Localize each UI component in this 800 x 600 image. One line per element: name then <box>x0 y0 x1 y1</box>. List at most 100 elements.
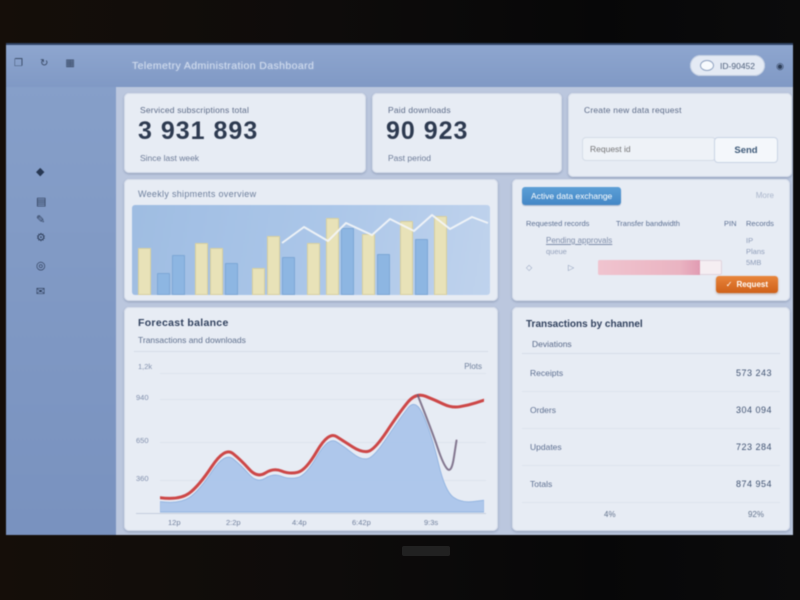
y-axis-tick: 650 <box>136 436 149 445</box>
bar <box>138 248 151 295</box>
badge-icon <box>700 60 715 71</box>
stat-card-subtext: Since last week <box>140 153 200 163</box>
stat-card-label: Paid downloads <box>388 105 451 115</box>
y-axis-top-tick: 1,2k <box>138 362 153 371</box>
transactions-title: Transactions by channel <box>526 319 643 330</box>
x-axis-tick: 4:4p <box>292 518 307 527</box>
table-row: Receipts 573 243 <box>522 355 780 392</box>
row-label: Receipts <box>530 368 564 378</box>
bar <box>341 228 354 295</box>
bar <box>307 242 320 295</box>
bar <box>267 235 280 295</box>
bar <box>326 217 339 295</box>
bar <box>282 257 295 295</box>
row-value: 874 954 <box>735 479 772 489</box>
transactions-table: Receipts 573 243 Orders 304 094 Updates … <box>512 355 790 503</box>
top-header: ❐ ↻ ▦ Telemetry Administration Dashboard… <box>6 45 793 87</box>
bar <box>225 262 238 295</box>
area-line-chart <box>160 393 484 513</box>
series-volume <box>160 403 484 513</box>
bar <box>195 242 208 295</box>
gridline <box>160 373 486 374</box>
bar-chart-panel: Weekly shipments overview <box>124 179 498 301</box>
request-card: Create new data request Send <box>568 93 792 177</box>
bar <box>362 233 375 295</box>
pending-note[interactable]: Pending approvals <box>546 236 613 245</box>
series-correction <box>416 394 458 471</box>
bar <box>252 268 265 295</box>
mail-icon[interactable]: ✉ <box>36 286 46 298</box>
monitor-logo <box>402 546 450 556</box>
bar <box>434 215 447 295</box>
apps-icon[interactable]: ▦ <box>65 58 75 69</box>
search-pill-label: ID-90452 <box>720 60 755 71</box>
table-row: Orders 304 094 <box>522 392 780 429</box>
request-card-label: Create new data request <box>584 105 682 115</box>
more-link[interactable]: More <box>755 191 774 200</box>
request-button-label: Request <box>736 280 768 289</box>
bar <box>172 255 185 295</box>
stat-card-value: 90 923 <box>386 117 469 145</box>
bar-series <box>132 205 447 295</box>
tab-active-exchange[interactable]: Active data exchange <box>522 187 622 205</box>
settings-icon[interactable]: ⚙ <box>36 232 46 244</box>
refresh-icon[interactable]: ↻ <box>39 58 49 69</box>
divider <box>134 351 488 352</box>
diamond-icon[interactable]: ◇ <box>526 263 533 272</box>
series-trend <box>160 393 484 500</box>
x-axis-tick: 6:42p <box>352 518 371 527</box>
main-content: Serviced subscriptions total 3 931 893 S… <box>116 87 793 535</box>
table-footer: 4% 92% <box>512 503 790 527</box>
divider <box>522 353 780 354</box>
sidebar: ◆ ▤ ✎ ⚙ ◎ ✉ <box>6 87 117 535</box>
window-icon[interactable]: ❐ <box>14 58 23 69</box>
footer-stat: 4% <box>604 510 616 519</box>
side-stats: IP Plans 5MB <box>746 236 765 267</box>
stat-card-downloads: Paid downloads 90 923 Past period <box>372 93 562 173</box>
bar <box>157 273 170 295</box>
table-row: Updates 723 284 <box>522 429 780 466</box>
forecast-panel: Forecast balance Transactions and downlo… <box>124 307 498 531</box>
bar-chart-title: Weekly shipments overview <box>138 189 257 199</box>
row-value: 573 243 <box>735 368 772 378</box>
footer-stat: 92% <box>747 510 764 519</box>
play-icon[interactable]: ▷ <box>568 263 575 272</box>
transfer-progress <box>598 260 722 275</box>
x-axis-line <box>136 513 486 514</box>
bar-chart-plot <box>132 205 490 295</box>
chart-legend: Plots <box>464 362 482 371</box>
bar <box>210 248 223 295</box>
row-label: Orders <box>530 405 556 415</box>
exchange-panel: Active data exchange More Requested reco… <box>512 179 790 301</box>
bar <box>377 253 390 295</box>
y-axis-tick: 360 <box>136 474 149 483</box>
table-row: Totals 874 954 <box>522 466 780 503</box>
y-axis-tick: 940 <box>136 393 149 402</box>
column-header: PIN <box>724 219 737 228</box>
edit-icon[interactable]: ✎ <box>36 214 46 226</box>
request-button[interactable]: ✓ Request <box>715 276 778 293</box>
pending-note-sub: queue <box>546 247 567 256</box>
request-id-input[interactable] <box>582 137 716 161</box>
column-header: Records <box>746 219 774 228</box>
x-axis-tick: 12p <box>168 518 181 527</box>
stat-card-subtext: Past period <box>388 153 431 163</box>
row-label: Totals <box>530 479 553 489</box>
profile-icon[interactable]: ◉ <box>776 61 784 71</box>
transactions-subtitle: Deviations <box>532 339 572 349</box>
dashboard-icon[interactable]: ◆ <box>36 166 45 178</box>
stat-card-subscriptions: Serviced subscriptions total 3 931 893 S… <box>124 93 366 173</box>
row-value: 304 094 <box>735 405 772 415</box>
search-pill[interactable]: ID-90452 <box>690 55 765 76</box>
header-icon-group: ❐ ↻ ▦ <box>14 58 75 69</box>
bar <box>400 221 413 295</box>
row-label: Updates <box>530 442 562 452</box>
monitor-screen: ❐ ↻ ▦ Telemetry Administration Dashboard… <box>6 43 793 535</box>
transactions-panel: Transactions by channel Deviations Recei… <box>512 307 790 531</box>
monitor-icon[interactable]: ◎ <box>36 260 46 272</box>
send-button[interactable]: Send <box>714 137 778 163</box>
forecast-title: Forecast balance <box>138 317 229 329</box>
x-axis-tick: 2:2p <box>226 518 241 527</box>
column-header: Transfer bandwidth <box>616 219 680 228</box>
reports-icon[interactable]: ▤ <box>36 196 47 208</box>
